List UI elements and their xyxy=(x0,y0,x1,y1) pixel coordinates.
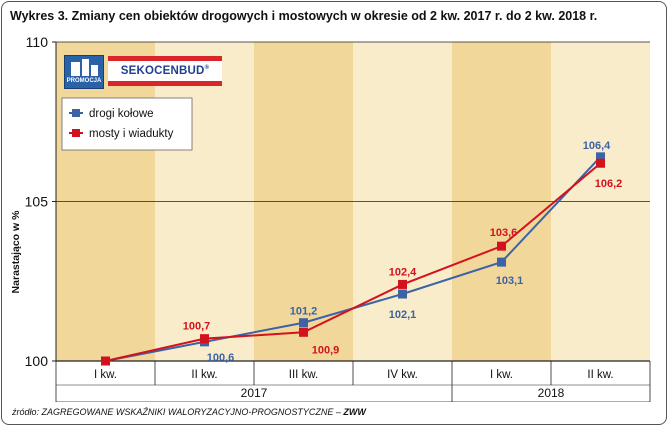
y-tick-label: 105 xyxy=(25,194,49,210)
brand-mark: ® xyxy=(204,65,210,72)
x-tick-label: II kw. xyxy=(587,369,613,381)
data-point xyxy=(299,327,308,337)
y-tick-label: 100 xyxy=(25,353,49,369)
data-point xyxy=(497,241,506,251)
legend-box xyxy=(61,97,193,151)
data-label: 103,1 xyxy=(496,275,524,287)
data-point xyxy=(596,152,605,162)
data-label: 100,6 xyxy=(207,352,235,364)
y-tick-labels: 100 105 110 xyxy=(25,34,49,369)
data-label: 101,2 xyxy=(290,306,318,318)
brand-box: SEKOCENBUD® xyxy=(108,56,222,86)
data-label: 106,4 xyxy=(583,140,611,152)
axes xyxy=(52,41,651,402)
legend: drogi kołowe mosty i wiadukty xyxy=(61,97,193,151)
data-point xyxy=(596,158,605,168)
data-point xyxy=(497,257,506,267)
promocja-label: PROMOCJA xyxy=(66,78,102,84)
y-tick-label: 110 xyxy=(26,34,49,50)
year-label: 2018 xyxy=(538,386,565,400)
year-labels: 2017 2018 xyxy=(241,386,565,400)
data-point xyxy=(101,356,110,366)
x-tick-label: IV kw. xyxy=(387,369,418,381)
data-point xyxy=(398,289,407,299)
legend-marker-drogi xyxy=(72,109,80,117)
legend-label-mosty: mosty i wiadukty xyxy=(89,128,174,140)
data-label: 106,2 xyxy=(595,178,623,190)
chart-title: Wykres 3. Zmiany cen obiektów drogowych … xyxy=(10,9,598,23)
x-tick-label: I kw. xyxy=(94,369,117,381)
data-label: 102,4 xyxy=(389,266,417,278)
promocja-badge: PROMOCJA xyxy=(64,55,104,89)
source-text: źródło: ZAGREGOWANE WSKAŹNIKI WALORYZACY… xyxy=(12,407,344,417)
source-abbr: ZWW xyxy=(343,407,366,417)
data-label: 100,9 xyxy=(312,344,340,356)
legend-label-drogi: drogi kołowe xyxy=(89,108,154,120)
year-label: 2017 xyxy=(241,386,268,400)
data-label: 102,1 xyxy=(389,309,417,321)
data-label: 103,6 xyxy=(490,227,518,239)
building-icon xyxy=(71,59,98,76)
x-category-labels: I kw. II kw. III kw. IV kw. I kw. II kw. xyxy=(94,369,614,381)
sekocenbud-logo: PROMOCJA SEKOCENBUD® xyxy=(64,54,224,89)
data-point xyxy=(200,334,209,344)
x-tick-label: III kw. xyxy=(289,369,318,381)
y-axis-label: Narastająco w % xyxy=(10,210,22,294)
data-point xyxy=(398,279,407,289)
source-note: źródło: ZAGREGOWANE WSKAŹNIKI WALORYZACY… xyxy=(12,407,366,417)
series-line xyxy=(105,162,602,362)
legend-marker-mosty xyxy=(72,129,80,137)
series-lines xyxy=(105,156,602,362)
series-points xyxy=(101,152,605,366)
data-point xyxy=(299,318,308,328)
x-tick-label: I kw. xyxy=(490,369,513,381)
x-tick-label: II kw. xyxy=(191,369,217,381)
line-chart: 100 105 110 Narastająco w % I kw. II kw. III… xyxy=(10,34,651,402)
data-labels: 100,6 101,2 102,1 103,1 106,4 100,7 100,9 102,4… xyxy=(183,140,623,364)
brand-label: SEKOCENBUD xyxy=(120,65,205,77)
data-label: 100,7 xyxy=(183,321,211,333)
